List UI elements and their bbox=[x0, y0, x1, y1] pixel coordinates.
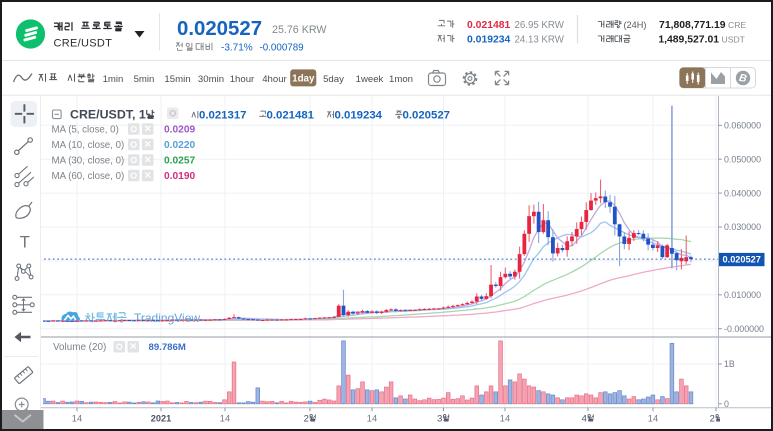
svg-text:MA (10, close, 0): MA (10, close, 0) bbox=[52, 140, 125, 151]
svg-text:30min: 30min bbox=[198, 74, 224, 85]
svg-text:0.060000: 0.060000 bbox=[724, 121, 761, 131]
svg-text:MA (60, close, 0): MA (60, close, 0) bbox=[52, 171, 125, 182]
svg-text:0.0220: 0.0220 bbox=[164, 140, 195, 151]
svg-text:0.0190: 0.0190 bbox=[164, 171, 195, 182]
svg-text:0.010000: 0.010000 bbox=[724, 290, 761, 300]
svg-text:14: 14 bbox=[72, 412, 82, 423]
svg-text:USDT: USDT bbox=[722, 35, 746, 45]
svg-text:0.020527: 0.020527 bbox=[723, 255, 761, 265]
svg-text:MA (30, close, 0): MA (30, close, 0) bbox=[52, 156, 125, 167]
svg-text:24.13 KRW: 24.13 KRW bbox=[515, 35, 565, 46]
svg-text:1day: 1day bbox=[292, 74, 315, 85]
svg-text:1B: 1B bbox=[724, 359, 735, 369]
svg-text:T: T bbox=[20, 234, 30, 252]
svg-text:14: 14 bbox=[367, 412, 377, 423]
svg-text:1hour: 1hour bbox=[230, 74, 255, 85]
svg-text:CRE/USDT, 1: CRE/USDT, 1 bbox=[70, 108, 146, 122]
svg-text:4: 4 bbox=[582, 412, 587, 423]
svg-text:1,489,527.01: 1,489,527.01 bbox=[658, 35, 719, 46]
svg-text:14: 14 bbox=[220, 412, 230, 423]
svg-text:0.030000: 0.030000 bbox=[724, 222, 761, 232]
svg-text:0.020527: 0.020527 bbox=[403, 110, 451, 122]
svg-text:14: 14 bbox=[648, 412, 658, 423]
svg-text:25.76 KRW: 25.76 KRW bbox=[272, 24, 327, 36]
svg-text:71,808,771.19: 71,808,771.19 bbox=[659, 20, 726, 31]
svg-text:15min: 15min bbox=[164, 74, 190, 85]
svg-text:MA (5, close, 0): MA (5, close, 0) bbox=[52, 125, 119, 136]
svg-text:1mon: 1mon bbox=[389, 74, 413, 85]
svg-text:-0.000789: -0.000789 bbox=[260, 43, 304, 54]
svg-text:0.021317: 0.021317 bbox=[199, 110, 247, 122]
svg-text:14: 14 bbox=[500, 412, 510, 423]
svg-text:26.95 KRW: 26.95 KRW bbox=[515, 20, 565, 31]
svg-text:Volume (20): Volume (20) bbox=[53, 342, 106, 353]
svg-text:CRE: CRE bbox=[728, 20, 746, 30]
svg-text:1min: 1min bbox=[103, 74, 124, 85]
svg-text:B: B bbox=[738, 72, 748, 85]
svg-text:0.021481: 0.021481 bbox=[467, 20, 511, 31]
svg-text:0.0257: 0.0257 bbox=[164, 156, 195, 167]
svg-text:2: 2 bbox=[710, 412, 715, 423]
svg-text:0.050000: 0.050000 bbox=[724, 154, 761, 164]
svg-text:5day: 5day bbox=[323, 74, 344, 85]
svg-text:3: 3 bbox=[437, 412, 442, 423]
svg-text:89.786M: 89.786M bbox=[149, 342, 186, 353]
svg-text:-3.71%: -3.71% bbox=[221, 43, 253, 54]
svg-text:0.0209: 0.0209 bbox=[164, 125, 195, 136]
svg-text:0.021481: 0.021481 bbox=[267, 110, 315, 122]
svg-text:2: 2 bbox=[304, 412, 309, 423]
svg-text:1week: 1week bbox=[356, 74, 384, 85]
svg-text:CRE/USDT: CRE/USDT bbox=[54, 38, 113, 50]
svg-text:(24H): (24H) bbox=[624, 20, 647, 30]
svg-text:0.019234: 0.019234 bbox=[335, 110, 383, 122]
svg-text:2021: 2021 bbox=[151, 413, 171, 423]
svg-text:0.040000: 0.040000 bbox=[724, 188, 761, 198]
svg-text:-0.000000: -0.000000 bbox=[724, 324, 764, 334]
svg-text:0: 0 bbox=[724, 399, 729, 409]
svg-text:0.020527: 0.020527 bbox=[177, 18, 262, 40]
svg-text:0.019234: 0.019234 bbox=[467, 35, 511, 46]
svg-text:4hour: 4hour bbox=[262, 74, 287, 85]
svg-text:TradingView: TradingView bbox=[134, 311, 200, 325]
svg-text:5min: 5min bbox=[134, 74, 155, 85]
